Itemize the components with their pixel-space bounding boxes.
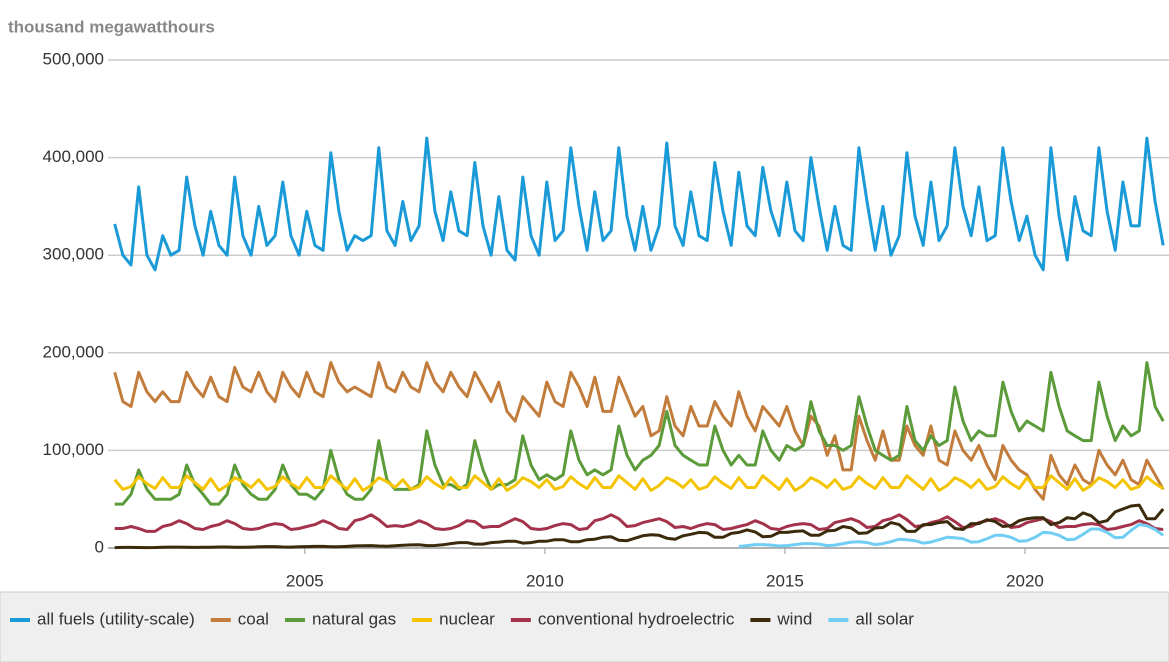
legend-label: all fuels (utility-scale) (37, 609, 195, 628)
x-tick-label: 2010 (526, 571, 564, 590)
legend-label: nuclear (439, 609, 495, 628)
x-tick-label: 2005 (286, 571, 324, 590)
legend-label: conventional hydroelectric (538, 609, 735, 628)
y-tick-label: 100,000 (43, 440, 104, 459)
series-line (113, 474, 1164, 492)
legend-label: wind (776, 609, 812, 628)
x-tick-label: 2015 (766, 571, 804, 590)
legend-label: coal (238, 609, 269, 628)
y-tick-label: 0 (95, 537, 104, 556)
legend-box (0, 591, 1169, 662)
y-tick-label: 200,000 (43, 342, 104, 361)
y-tick-label: 500,000 (43, 49, 104, 68)
legend-label: all solar (855, 609, 914, 628)
series-line (113, 361, 1165, 501)
legend-label: natural gas (312, 609, 396, 628)
series-line (114, 503, 1165, 550)
x-tick-label: 2020 (1006, 571, 1044, 590)
series-line (738, 523, 1165, 548)
series-line (113, 136, 1165, 272)
y-tick-label: 400,000 (43, 147, 104, 166)
y-tick-label: 300,000 (43, 245, 104, 264)
chart-title: thousand megawatthours (8, 17, 215, 36)
series-line (114, 513, 1164, 533)
